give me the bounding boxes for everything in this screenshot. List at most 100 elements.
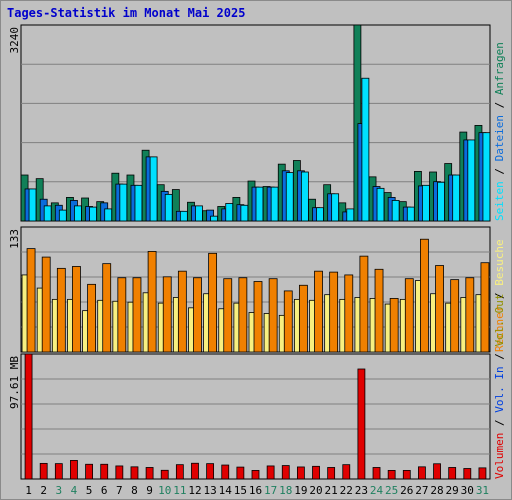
bar-seiten-day-26 <box>406 206 415 222</box>
day-label-17: 17 <box>264 484 277 497</box>
legend-volume-separator: / <box>493 347 506 367</box>
bar-volumen-day-3 <box>54 463 63 480</box>
day-label-24: 24 <box>370 484 384 497</box>
bar-volumen-day-14 <box>221 464 230 480</box>
bar-rechner-day-21 <box>329 271 339 353</box>
bar-rechner-day-22 <box>344 274 354 353</box>
panel-volume-ymax-label: 97.61 MB <box>8 356 21 409</box>
bar-rechner-day-27 <box>420 238 429 353</box>
bar-rechner-day-1 <box>26 248 36 353</box>
bar-rechner-day-25 <box>389 298 399 353</box>
chart-title: Tages-Statistik im Monat Mai 2025 <box>7 6 246 20</box>
bar-rechner-day-30 <box>465 277 475 353</box>
day-label-28: 28 <box>430 484 443 497</box>
legend-visits: Rechner / Besuche <box>493 239 506 352</box>
bar-dateien-day-13 <box>206 209 215 222</box>
bar-seiten-day-30 <box>467 139 476 222</box>
legend-volume-volumen: Volumen <box>493 433 506 479</box>
bar-seiten-day-31 <box>482 132 491 222</box>
day-label-30: 30 <box>461 484 474 497</box>
bar-seiten-day-3 <box>58 209 67 222</box>
bar-seiten-day-21 <box>331 193 340 222</box>
bar-volumen-day-17 <box>266 465 275 480</box>
bar-volumen-day-4 <box>70 460 78 480</box>
legend-volume-separator: / <box>493 413 506 433</box>
bar-seiten-day-4 <box>74 205 82 222</box>
day-label-11: 11 <box>173 484 186 497</box>
bar-seiten-day-9 <box>149 156 158 222</box>
panel-hits <box>20 24 491 222</box>
bar-seiten-day-1 <box>28 188 37 222</box>
legend-hits-separator: / <box>493 161 506 181</box>
day-label-4: 4 <box>71 484 78 497</box>
day-label-5: 5 <box>86 484 93 497</box>
legend-hits-separator: / <box>493 95 506 115</box>
bar-seiten-day-19 <box>300 171 309 222</box>
day-label-3: 3 <box>56 484 63 497</box>
bar-volumen-day-13 <box>206 463 215 480</box>
bar-volumen-day-16 <box>251 470 260 480</box>
bar-seiten-day-23 <box>361 77 370 222</box>
day-label-2: 2 <box>40 484 47 497</box>
bar-volumen-day-19 <box>296 466 305 480</box>
bar-rechner-day-20 <box>314 270 323 353</box>
bar-rechner-day-11 <box>177 270 187 353</box>
bar-volumen-day-21 <box>327 467 336 480</box>
bar-volumen-day-22 <box>342 464 351 480</box>
day-label-12: 12 <box>188 484 201 497</box>
bar-volumen-day-28 <box>433 463 441 480</box>
bar-rechner-day-16 <box>253 281 263 353</box>
panel-volume <box>20 353 491 480</box>
panel-visits-ymax-label: 133 <box>8 229 21 249</box>
bar-rechner-day-31 <box>480 262 490 353</box>
day-label-13: 13 <box>203 484 216 497</box>
day-label-6: 6 <box>101 484 108 497</box>
bar-rechner-day-10 <box>162 276 172 353</box>
bar-seiten-day-20 <box>316 207 324 222</box>
bar-rechner-day-2 <box>41 256 51 353</box>
bar-seiten-day-16 <box>255 186 264 222</box>
bar-seiten-day-6 <box>104 208 113 222</box>
day-label-25: 25 <box>385 484 398 497</box>
bar-volumen-day-18 <box>281 465 290 480</box>
day-label-10: 10 <box>158 484 171 497</box>
bar-rechner-day-19 <box>298 284 308 353</box>
bar-volumen-day-20 <box>312 465 320 480</box>
bar-volumen-day-8 <box>130 466 139 480</box>
bar-seiten-day-5 <box>89 206 97 222</box>
legend-hits: Seiten / Dateien / Anfragen <box>493 42 506 221</box>
bar-volumen-day-23 <box>357 368 366 480</box>
legend-volume-vol-out: Vol. Out <box>493 294 506 347</box>
bar-seiten-day-27 <box>422 184 430 222</box>
bar-volumen-day-2 <box>39 462 48 480</box>
day-label-9: 9 <box>146 484 153 497</box>
bar-anfragen-day-23 <box>353 24 362 222</box>
legend-visits-separator: / <box>493 286 506 306</box>
day-label-26: 26 <box>400 484 413 497</box>
day-label-1: 1 <box>25 484 32 497</box>
bar-seiten-day-7 <box>119 183 128 222</box>
bar-seiten-day-18 <box>285 172 294 222</box>
bar-rechner-day-8 <box>132 277 142 353</box>
bar-volumen-day-31 <box>478 467 487 480</box>
panel-hits-ymax-label: 3240 <box>8 27 21 54</box>
bar-volumen-day-29 <box>448 467 457 480</box>
bar-volumen-day-7 <box>115 465 124 480</box>
bar-rechner-day-18 <box>283 290 293 353</box>
bar-rechner-day-6 <box>102 263 112 353</box>
bar-seiten-day-10 <box>164 193 173 222</box>
bar-seiten-day-2 <box>43 205 52 222</box>
bar-seiten-day-24 <box>376 187 385 222</box>
bar-volumen-day-10 <box>160 469 169 480</box>
bar-rechner-day-12 <box>193 277 202 353</box>
legend-volume: Volumen / Vol. In / Vol. Out <box>493 294 506 479</box>
bar-seiten-day-13 <box>210 215 219 222</box>
bar-volumen-day-26 <box>402 470 411 480</box>
panel-visits <box>20 226 491 353</box>
bar-volumen-day-27 <box>418 466 426 480</box>
bar-seiten-day-29 <box>452 174 461 222</box>
day-label-27: 27 <box>415 484 428 497</box>
bar-rechner-day-28 <box>435 265 444 353</box>
bar-volumen-day-5 <box>85 463 93 480</box>
day-label-20: 20 <box>309 484 322 497</box>
